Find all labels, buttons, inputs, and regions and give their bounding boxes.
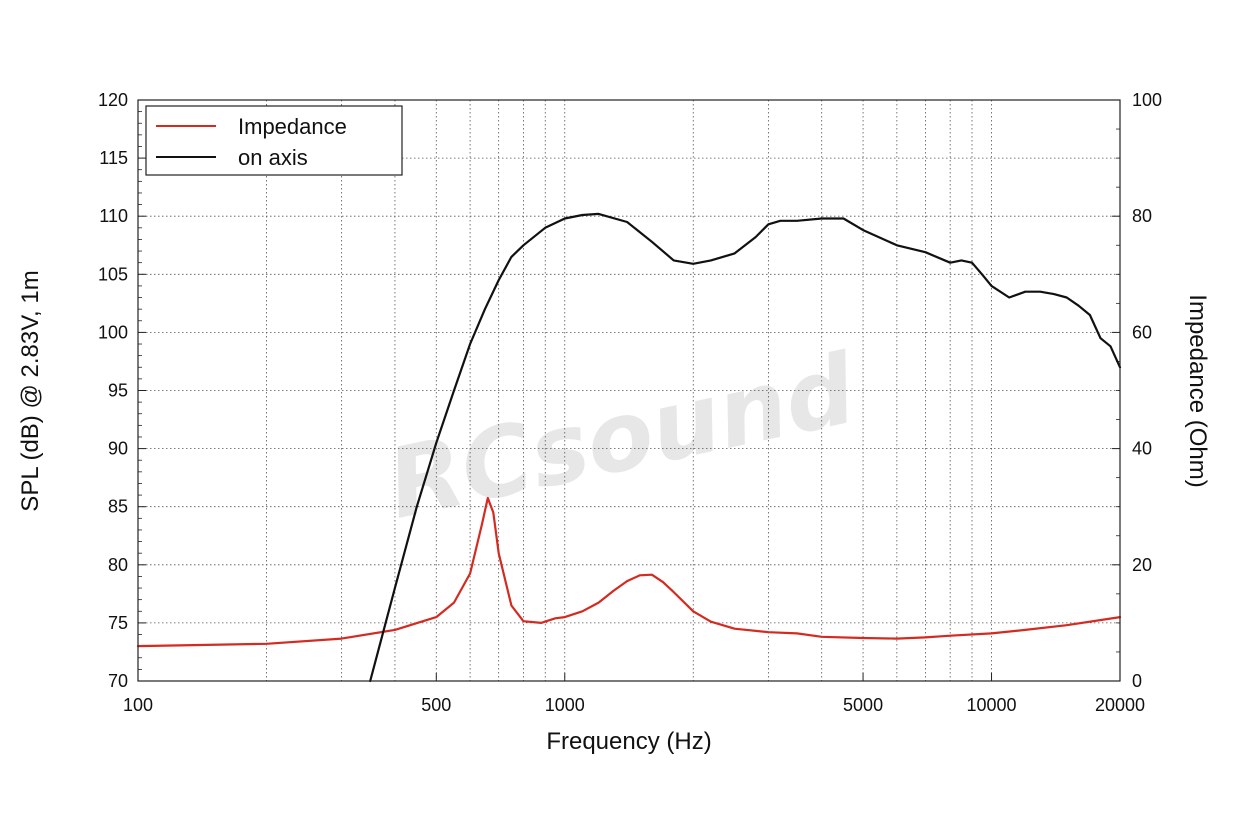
left-y-axis: 70 75 80 85 90 95 100 105 110 115 120 [98,90,146,691]
y-tick-label: 115 [99,148,128,168]
y-tick-label: 85 [108,497,128,517]
y-tick-label: 110 [99,206,128,226]
series-line-on-axis [369,212,1122,683]
right-y-axis: 0 20 40 60 80 100 [1112,90,1162,691]
y-tick-label: 120 [98,90,128,110]
y-axis-title: SPL (dB) @ 2.83V, 1m [17,270,44,511]
legend-box [145,105,403,176]
x-tick-label: 20000 [1095,695,1145,715]
legend-label-on-axis: on axis [238,145,308,170]
x-tick-label: 1000 [545,695,585,715]
x-tick-label: 100 [123,695,153,715]
y-tick-label: 80 [108,555,128,575]
x-axis-title: Frequency (Hz) [546,728,711,755]
x-tick-label: 500 [421,695,451,715]
y-tick-label: 100 [98,322,128,342]
y-tick-label: 90 [108,439,128,459]
series-lines [136,212,1122,683]
grid [138,100,1120,681]
x-tick-label: 5000 [843,695,883,715]
plot-frame [137,99,1121,682]
y2-tick-label: 100 [1132,90,1162,110]
y-tick-label: 95 [108,381,128,401]
y-tick-label: 70 [108,671,128,691]
x-axis: 100 500 1000 5000 10000 20000 [123,673,1145,715]
y2-axis-title: Impedance (Ohm) [1184,294,1211,487]
y2-tick-label: 20 [1132,555,1152,575]
legend: Impedance on axis [145,105,403,176]
y2-tick-label: 0 [1132,671,1142,691]
y2-tick-label: 40 [1132,439,1152,459]
series-line-impedance [136,496,1122,648]
watermark-logo: RCsound [379,333,866,541]
y2-tick-label: 60 [1132,322,1152,342]
x-tick-label: 10000 [966,695,1016,715]
y2-tick-label: 80 [1132,206,1152,226]
legend-label-impedance: Impedance [238,114,347,139]
y-tick-label: 105 [98,264,128,284]
y-tick-label: 75 [108,613,128,633]
